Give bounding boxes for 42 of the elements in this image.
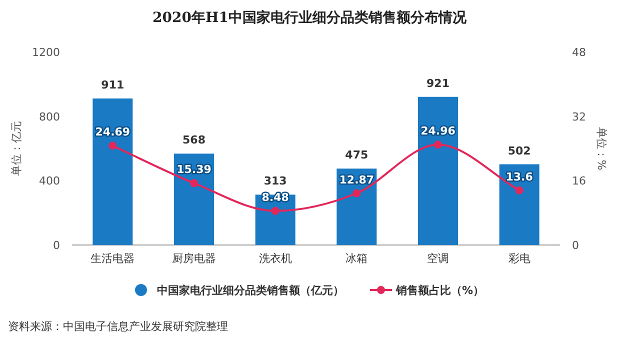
point <box>108 142 117 150</box>
x-tick-label: 空调 <box>427 252 449 265</box>
point <box>352 189 361 198</box>
x-tick-label: 彩电 <box>508 252 530 265</box>
point <box>515 186 524 194</box>
x-tick-label: 冰箱 <box>346 252 368 265</box>
data-label: 921 <box>426 76 450 90</box>
x-tick-label: 洗衣机 <box>258 252 292 265</box>
y2-tick-label: 16 <box>572 174 586 188</box>
text: 资料来源：中国电子信息产业发展研究院整理 <box>8 320 228 333</box>
chart-title: 2020年H1中国家电行业细分品类销售额分布情况 <box>152 9 468 26</box>
data-label: 568 <box>182 134 206 147</box>
y2-tick-label: 0 <box>572 239 579 252</box>
data-label: 24.69 <box>95 126 130 139</box>
data-label: 475 <box>345 148 368 162</box>
y-tick-label: 0 <box>53 239 60 252</box>
y-tick-label: 1200 <box>32 46 60 59</box>
data-label: 15.39 <box>176 163 212 176</box>
y2-tick-label: 32 <box>572 110 586 124</box>
data-label: 911 <box>101 78 124 92</box>
x-tick-label: 厨房电器 <box>172 252 216 265</box>
data-label: 313 <box>264 174 287 188</box>
point <box>190 179 198 188</box>
bar <box>418 96 458 245</box>
point <box>434 140 442 149</box>
legend-label: 销售额占比（%） <box>395 284 484 297</box>
y-tick-label: 800 <box>39 110 60 124</box>
data-label: 12.87 <box>339 173 374 186</box>
data-label: 8.48 <box>262 190 289 204</box>
y-axis-title: 单位：亿元 <box>10 121 23 176</box>
data-label: 24.96 <box>420 124 456 138</box>
y-tick-label: 400 <box>39 174 60 188</box>
y2-tick-label: 48 <box>572 46 586 59</box>
legend-label: 中国家电行业细分品类销售额（亿元） <box>157 284 344 297</box>
bar <box>174 154 214 245</box>
y2-axis-title: 单位：% <box>595 126 608 170</box>
x-tick-label: 生活电器 <box>90 252 135 265</box>
point <box>271 206 280 215</box>
data-label: 502 <box>508 144 531 158</box>
bar <box>92 98 133 245</box>
data-label: 13.6 <box>506 170 534 184</box>
bar <box>499 164 540 245</box>
